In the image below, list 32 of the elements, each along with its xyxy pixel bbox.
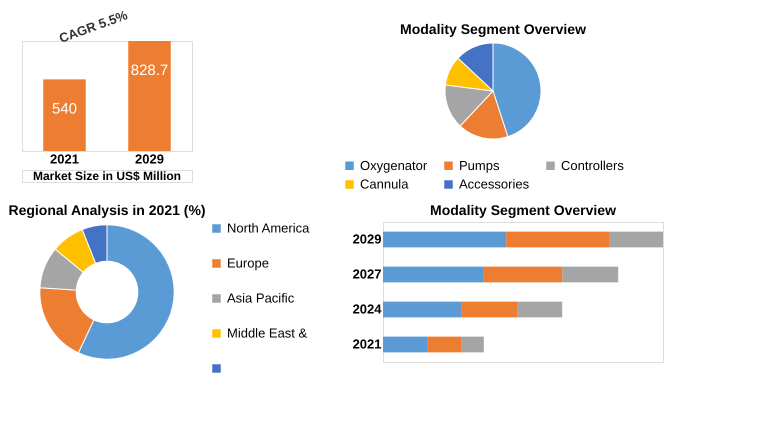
data-label: 828.7 xyxy=(130,62,168,79)
y-tick-label: 2029 xyxy=(352,232,382,246)
annotation: CAGR 5.5% xyxy=(57,7,130,46)
bar xyxy=(461,336,484,352)
legend-label: Controllers xyxy=(561,158,624,173)
bar xyxy=(484,266,562,282)
legend-label: Accessories xyxy=(459,176,530,192)
legend-label: Middle East & xyxy=(227,326,308,340)
bar xyxy=(562,266,618,282)
data-label: 540 xyxy=(52,100,78,118)
bar xyxy=(383,336,428,352)
chart-title: Modality Segment Overview xyxy=(400,21,586,37)
legend-label: Cannula xyxy=(360,176,410,192)
legend-label: North America xyxy=(227,220,310,236)
y-tick-label: 2024 xyxy=(352,302,382,316)
bar xyxy=(610,232,663,248)
legend-label: Pumps xyxy=(459,158,500,173)
bar xyxy=(383,232,506,248)
chart-title: Modality Segment Overview xyxy=(430,202,616,218)
bar xyxy=(428,336,462,352)
x-axis-title: Market Size in US$ Million xyxy=(32,169,182,183)
bar xyxy=(461,302,518,318)
y-tick-label: 2021 xyxy=(352,336,382,352)
bar xyxy=(517,302,562,318)
bar xyxy=(506,232,610,248)
legend-label: Europe xyxy=(227,256,269,270)
legend-label: Asia Pacific xyxy=(227,290,295,306)
legend-label: Oxygenator xyxy=(360,158,428,173)
y-tick-label: 2027 xyxy=(352,266,382,282)
bar xyxy=(383,302,462,318)
bar xyxy=(383,266,484,282)
chart-title: Regional Analysis in 2021 (%) xyxy=(8,202,206,218)
